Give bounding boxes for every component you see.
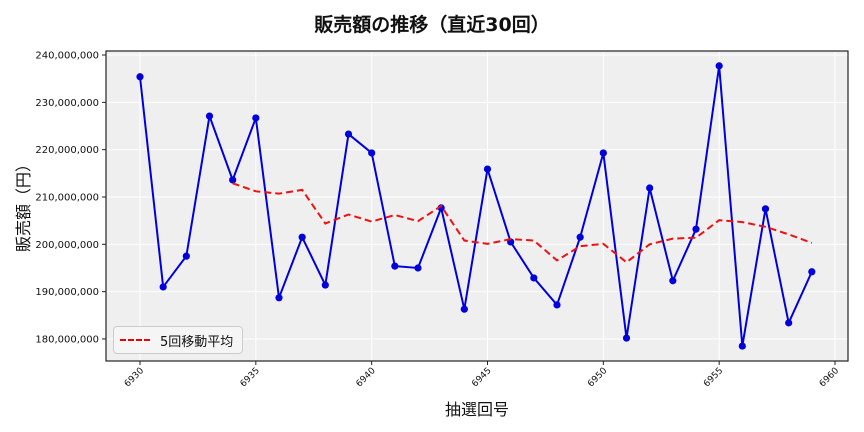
y-tick-label: 190,000,000 — [35, 287, 99, 298]
x-tick-label: 6945 — [470, 366, 493, 389]
sales-point — [715, 62, 723, 70]
sales-point — [761, 205, 770, 213]
sales-point — [136, 73, 144, 81]
sales-point — [414, 264, 422, 272]
sales-point — [785, 319, 793, 327]
y-tick-label: 210,000,000 — [35, 192, 99, 203]
sales-point — [553, 301, 561, 309]
sales-point — [321, 281, 329, 289]
sales-point — [298, 233, 306, 241]
x-tick-label: 6935 — [239, 366, 262, 389]
chart-title: 販売額の推移（直近30回） — [314, 14, 550, 36]
sales-point — [808, 268, 816, 276]
sales-point — [669, 277, 677, 285]
y-tick-label: 200,000,000 — [35, 240, 99, 251]
y-tick-label: 180,000,000 — [35, 334, 99, 345]
sales-point — [159, 283, 167, 291]
x-tick-label: 6930 — [123, 366, 146, 389]
sales-point — [344, 130, 353, 138]
sales-point — [229, 176, 237, 184]
sales-point — [483, 165, 492, 173]
sales-point — [182, 252, 190, 260]
y-tick-label: 240,000,000 — [35, 51, 99, 62]
sales-line — [139, 65, 813, 347]
legend-dashed-line-icon — [120, 339, 150, 341]
sales-point — [391, 262, 399, 270]
y-tick-label: 220,000,000 — [35, 145, 99, 156]
x-tick-label: 6955 — [702, 366, 725, 389]
legend-label: 5回移動平均 — [160, 334, 234, 350]
sales-point — [530, 274, 538, 282]
sales-point — [692, 225, 700, 233]
sales-point — [275, 294, 283, 302]
sales-point — [205, 112, 214, 120]
sales-point — [622, 334, 631, 342]
y-tick-label: 230,000,000 — [35, 98, 99, 109]
x-tick-label: 6950 — [586, 366, 609, 389]
plot-frame — [105, 50, 849, 362]
sales-point — [738, 342, 746, 350]
x-tick-label: 6940 — [355, 366, 378, 389]
sales-point — [252, 114, 260, 122]
sales-point — [646, 184, 654, 192]
sales-point — [460, 305, 468, 313]
legend: 5回移動平均 — [113, 326, 243, 354]
x-tick-label: 6960 — [818, 366, 841, 389]
moving-average-line — [232, 182, 813, 264]
sales-point — [368, 149, 376, 157]
sales-point — [576, 233, 584, 241]
sales-point — [599, 149, 607, 157]
plot-background — [106, 51, 848, 361]
x-axis-label: 抽選回号 — [444, 400, 509, 419]
